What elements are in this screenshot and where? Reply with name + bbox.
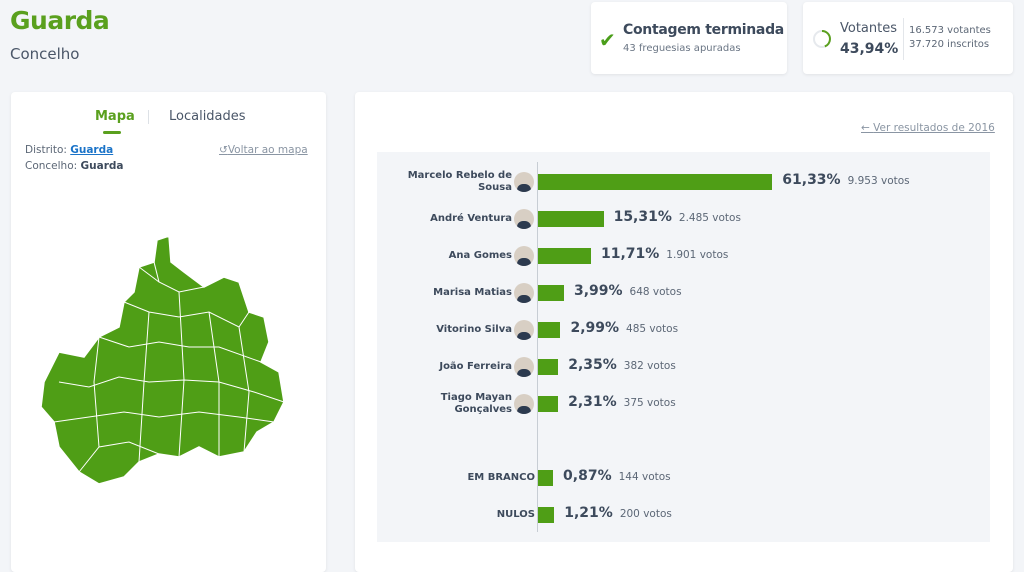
candidate-avatar xyxy=(514,172,534,192)
municipality-map[interactable] xyxy=(39,232,299,487)
previous-results-link[interactable]: ← Ver resultados de 2016 xyxy=(861,122,995,134)
district-link[interactable]: Guarda xyxy=(70,144,114,156)
result-votes: 382 votos xyxy=(623,360,676,372)
result-bar xyxy=(538,211,604,227)
candidate-name: Vitorino Silva xyxy=(436,324,512,335)
result-percent: 3,99% xyxy=(573,283,623,299)
result-bar xyxy=(538,470,554,486)
status-title: Contagem terminada xyxy=(623,22,784,38)
result-row: Marcelo Rebelo de Sousa 61,33% 9.953 votos xyxy=(377,167,990,197)
results-chart: Marcelo Rebelo de Sousa 61,33% 9.953 votos… xyxy=(377,152,990,542)
turnout-card: Votantes 43,94% 16.573 votantes 37.720 i… xyxy=(803,2,1013,74)
result-row: EM BRANCO 0,87% 144 votos xyxy=(377,463,990,493)
candidate-name: André Ventura xyxy=(430,213,512,224)
result-label: 15,31% 2.485 votos xyxy=(614,209,741,225)
results-panel: ← Ver resultados de 2016 Marcelo Rebelo … xyxy=(355,92,1013,572)
result-row: João Ferreira 2,35% 382 votos xyxy=(377,352,990,382)
candidate-name: Marisa Matias xyxy=(433,287,512,298)
candidate-avatar xyxy=(514,209,534,229)
result-row: NULOS 1,21% 200 votos xyxy=(377,500,990,530)
result-label: 2,31% 375 votos xyxy=(568,394,676,410)
back-to-map-link[interactable]: ↺Voltar ao mapa xyxy=(219,144,308,156)
result-votes: 1.901 votos xyxy=(666,249,729,261)
result-votes: 375 votos xyxy=(623,397,676,409)
result-votes: 648 votos xyxy=(629,286,682,298)
result-percent: 2,31% xyxy=(568,394,617,410)
result-percent: 1,21% xyxy=(564,505,613,521)
result-label: 1,21% 200 votos xyxy=(564,505,672,521)
result-label: 61,33% 9.953 votos xyxy=(782,172,909,188)
result-row: André Ventura 15,31% 2.485 votos xyxy=(377,204,990,234)
candidate-avatar xyxy=(514,246,534,266)
turnout-ring-icon xyxy=(813,30,831,48)
result-label: 2,35% 382 votos xyxy=(568,357,676,373)
candidate-name: João Ferreira xyxy=(439,361,512,372)
candidate-name: Ana Gomes xyxy=(448,250,512,261)
result-label: 11,71% 1.901 votos xyxy=(601,246,728,262)
candidate-name: Marcelo Rebelo de Sousa xyxy=(407,170,512,193)
check-icon: ✔ xyxy=(599,28,616,52)
result-bar xyxy=(538,322,561,338)
result-percent: 61,33% xyxy=(782,172,841,188)
result-row: Vitorino Silva 2,99% 485 votos xyxy=(377,315,990,345)
tab-mapa[interactable]: Mapa xyxy=(95,109,135,134)
result-bar xyxy=(538,174,773,190)
registered-count: 37.720 inscritos xyxy=(909,39,990,50)
result-percent: 2,35% xyxy=(568,357,617,373)
result-bar xyxy=(538,248,591,264)
arrow-left-icon: ← xyxy=(861,122,874,134)
result-votes: 2.485 votos xyxy=(678,212,741,224)
candidate-name: EM BRANCO xyxy=(467,472,535,483)
status-subtitle: 43 freguesias apuradas xyxy=(623,43,741,54)
candidate-name: NULOS xyxy=(496,509,535,520)
result-votes: 200 votos xyxy=(619,508,672,520)
candidate-avatar xyxy=(514,283,534,303)
result-bar xyxy=(538,507,555,523)
undo-icon: ↺ xyxy=(219,144,228,156)
result-percent: 11,71% xyxy=(600,246,660,262)
candidate-avatar xyxy=(514,394,534,414)
result-row: Ana Gomes 11,71% 1.901 votos xyxy=(377,241,990,271)
page-subtitle: Concelho xyxy=(10,45,80,63)
result-row: Tiago Mayan Gonçalves 2,31% 375 votos xyxy=(377,389,990,419)
result-bar xyxy=(538,359,559,375)
result-bar xyxy=(538,396,559,412)
result-label: 3,99% 648 votos xyxy=(574,283,682,299)
candidate-avatar xyxy=(514,357,534,377)
result-votes: 144 votos xyxy=(618,471,671,483)
candidate-name: Tiago Mayan Gonçalves xyxy=(440,392,512,415)
result-label: 0,87% 144 votos xyxy=(563,468,671,484)
result-bar xyxy=(538,285,564,301)
result-label: 2,99% 485 votos xyxy=(570,320,678,336)
map-panel: Mapa Localidades Distrito: Guarda Concel… xyxy=(11,92,326,572)
page-title: Guarda xyxy=(10,6,110,35)
turnout-label: Votantes xyxy=(840,21,898,36)
result-votes: 485 votos xyxy=(626,323,679,335)
candidate-avatar xyxy=(514,320,534,340)
result-percent: 15,31% xyxy=(613,209,672,225)
count-status-card: ✔ Contagem terminada 43 freguesias apura… xyxy=(591,2,787,74)
result-votes: 9.953 votos xyxy=(847,175,910,187)
municipality-info: Concelho: Guarda xyxy=(25,160,124,172)
voters-count: 16.573 votantes xyxy=(909,25,991,36)
district-info: Distrito: Guarda xyxy=(25,144,114,156)
result-row: Marisa Matias 3,99% 648 votos xyxy=(377,278,990,308)
result-percent: 2,99% xyxy=(570,320,620,336)
turnout-percent: 43,94% xyxy=(840,41,899,57)
result-percent: 0,87% xyxy=(563,468,612,484)
tab-localidades[interactable]: Localidades xyxy=(169,109,246,124)
